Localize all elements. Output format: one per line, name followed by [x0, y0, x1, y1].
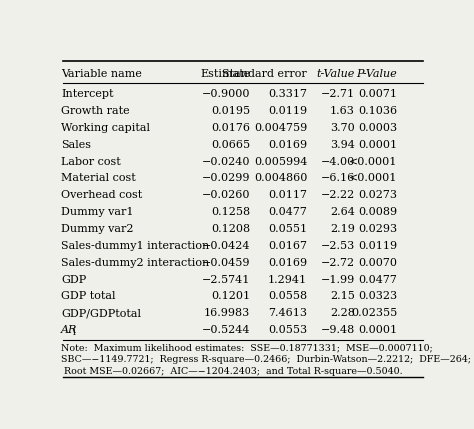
Text: Note:  Maximum likelihood estimates:  SSE—0.18771331;  MSE—0.0007110;  SBC—−1149: Note: Maximum likelihood estimates: SSE—…: [61, 344, 471, 376]
Text: 0.0001: 0.0001: [358, 325, 397, 335]
Text: Intercept: Intercept: [61, 89, 114, 99]
Text: −0.0459: −0.0459: [202, 258, 250, 268]
Text: 2.64: 2.64: [330, 207, 355, 217]
Text: −0.5244: −0.5244: [202, 325, 250, 335]
Text: 0.0167: 0.0167: [268, 241, 307, 251]
Text: GDP: GDP: [61, 275, 86, 284]
Text: 2.28: 2.28: [330, 308, 355, 318]
Text: Material cost: Material cost: [61, 173, 136, 184]
Text: −6.16: −6.16: [321, 173, 355, 184]
Text: t-Value: t-Value: [317, 69, 355, 79]
Text: Overhead cost: Overhead cost: [61, 190, 142, 200]
Text: −0.0260: −0.0260: [202, 190, 250, 200]
Text: −9.48: −9.48: [321, 325, 355, 335]
Text: 0.0176: 0.0176: [211, 123, 250, 133]
Text: −0.9000: −0.9000: [202, 89, 250, 99]
Text: Sales-dummy2 interaction: Sales-dummy2 interaction: [61, 258, 210, 268]
Text: 0.005994: 0.005994: [254, 157, 307, 166]
Text: −1.99: −1.99: [321, 275, 355, 284]
Text: 0.0070: 0.0070: [358, 258, 397, 268]
Text: 0.0119: 0.0119: [268, 106, 307, 116]
Text: <0.0001: <0.0001: [349, 173, 397, 184]
Text: 16.9983: 16.9983: [204, 308, 250, 318]
Text: Growth rate: Growth rate: [61, 106, 130, 116]
Text: 0.0553: 0.0553: [268, 325, 307, 335]
Text: −0.0424: −0.0424: [202, 241, 250, 251]
Text: Sales: Sales: [61, 140, 91, 150]
Text: −2.71: −2.71: [321, 89, 355, 99]
Text: 0.02355: 0.02355: [351, 308, 397, 318]
Text: Variable name: Variable name: [61, 69, 142, 79]
Text: −2.53: −2.53: [321, 241, 355, 251]
Text: 3.94: 3.94: [330, 140, 355, 150]
Text: −2.5741: −2.5741: [202, 275, 250, 284]
Text: −0.0299: −0.0299: [202, 173, 250, 184]
Text: AR: AR: [61, 325, 77, 335]
Text: GDP total: GDP total: [61, 291, 116, 302]
Text: 1.63: 1.63: [330, 106, 355, 116]
Text: 0.1208: 0.1208: [211, 224, 250, 234]
Text: −2.22: −2.22: [321, 190, 355, 200]
Text: GDP/GDPtotal: GDP/GDPtotal: [61, 308, 141, 318]
Text: 0.0665: 0.0665: [211, 140, 250, 150]
Text: Sales-dummy1 interaction: Sales-dummy1 interaction: [61, 241, 210, 251]
Text: 0.0273: 0.0273: [358, 190, 397, 200]
Text: 0.004759: 0.004759: [254, 123, 307, 133]
Text: −4.00: −4.00: [321, 157, 355, 166]
Text: 1.2941: 1.2941: [268, 275, 307, 284]
Text: Estimate: Estimate: [200, 69, 250, 79]
Text: 0.0551: 0.0551: [268, 224, 307, 234]
Text: <0.0001: <0.0001: [349, 157, 397, 166]
Text: 0.1201: 0.1201: [211, 291, 250, 302]
Text: 0.0119: 0.0119: [358, 241, 397, 251]
Text: Working capital: Working capital: [61, 123, 150, 133]
Text: 1: 1: [72, 329, 76, 337]
Text: Dummy var1: Dummy var1: [61, 207, 134, 217]
Text: 2.15: 2.15: [330, 291, 355, 302]
Text: 0.0293: 0.0293: [358, 224, 397, 234]
Text: 0.0195: 0.0195: [211, 106, 250, 116]
Text: −2.72: −2.72: [321, 258, 355, 268]
Text: 0.3317: 0.3317: [268, 89, 307, 99]
Text: 0.0169: 0.0169: [268, 258, 307, 268]
Text: Labor cost: Labor cost: [61, 157, 121, 166]
Text: 0.1258: 0.1258: [211, 207, 250, 217]
Text: 0.1036: 0.1036: [358, 106, 397, 116]
Text: 0.0169: 0.0169: [268, 140, 307, 150]
Text: Standard error: Standard error: [222, 69, 307, 79]
Text: 0.0117: 0.0117: [268, 190, 307, 200]
Text: −0.0240: −0.0240: [202, 157, 250, 166]
Text: 7.4613: 7.4613: [268, 308, 307, 318]
Text: 0.0089: 0.0089: [358, 207, 397, 217]
Text: 0.0323: 0.0323: [358, 291, 397, 302]
Text: 2.19: 2.19: [330, 224, 355, 234]
Text: 0.0558: 0.0558: [268, 291, 307, 302]
Text: P-Value: P-Value: [356, 69, 397, 79]
Text: 0.0477: 0.0477: [268, 207, 307, 217]
Text: 0.0071: 0.0071: [358, 89, 397, 99]
Text: 3.70: 3.70: [330, 123, 355, 133]
Text: 0.0003: 0.0003: [358, 123, 397, 133]
Text: 0.0477: 0.0477: [358, 275, 397, 284]
Text: 0.004860: 0.004860: [254, 173, 307, 184]
Text: Dummy var2: Dummy var2: [61, 224, 134, 234]
Text: 0.0001: 0.0001: [358, 140, 397, 150]
